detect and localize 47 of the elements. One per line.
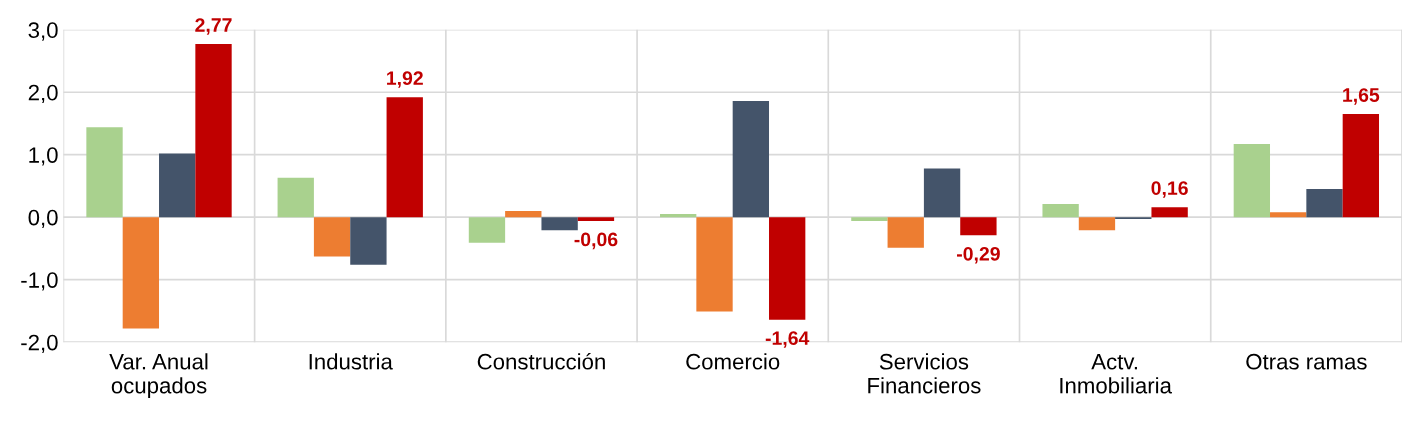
- bar: [195, 44, 232, 218]
- x-tick-label: Otras ramas: [1246, 353, 1367, 370]
- y-tick-label: 0,0: [28, 209, 58, 229]
- bar: [386, 97, 423, 218]
- bar: [577, 217, 615, 221]
- bar: [277, 177, 314, 218]
- x-tick-label: Comercio: [686, 353, 780, 370]
- x-tick-label: Var. Anual ocupados: [109, 353, 208, 398]
- data-label: 2,77: [195, 18, 232, 35]
- bar: [769, 217, 806, 320]
- y-tick-label: 2,0: [28, 84, 58, 104]
- bar: [1042, 204, 1079, 218]
- bar: [1342, 114, 1380, 218]
- bar: [505, 210, 542, 218]
- x-tick-label: Actv. Inmobiliaria: [1060, 354, 1172, 394]
- bar: [660, 214, 697, 218]
- bar: [851, 217, 888, 221]
- bar: [1078, 217, 1116, 231]
- bar: [923, 168, 961, 218]
- bar: [960, 217, 997, 236]
- bar: [86, 127, 123, 218]
- bar: [159, 153, 196, 218]
- bar: [887, 217, 924, 248]
- bar: [1270, 212, 1307, 218]
- bar: [313, 217, 351, 257]
- data-label: -0,06: [574, 232, 618, 250]
- x-tick-label: Construcción: [477, 352, 605, 370]
- bar: [350, 217, 387, 265]
- bar: [468, 217, 506, 243]
- y-tick-label: -2,0: [21, 334, 58, 354]
- data-label: -0,29: [957, 246, 1000, 264]
- bar: [1233, 144, 1271, 218]
- bar: [1306, 189, 1343, 218]
- bar: [732, 100, 770, 218]
- y-tick-label: -1,0: [21, 272, 58, 291]
- x-tick-label: Servicios Financieros: [868, 353, 981, 394]
- bar: [541, 217, 578, 231]
- bar: [1151, 207, 1188, 218]
- y-tick-label: 1,0: [29, 147, 58, 166]
- data-label: 1,92: [387, 71, 423, 88]
- bar: [122, 217, 160, 329]
- bar: [696, 217, 733, 312]
- data-label: 0,16: [1151, 181, 1188, 198]
- x-tick-label: Industria: [309, 353, 393, 370]
- data-label: -1,64: [765, 331, 810, 348]
- data-label: 1,65: [1343, 88, 1380, 105]
- y-tick-label: 3,0: [28, 22, 58, 41]
